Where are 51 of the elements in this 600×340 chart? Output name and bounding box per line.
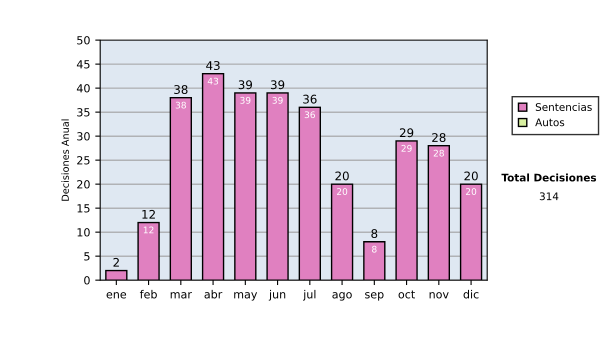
x-tick-label: ene bbox=[106, 292, 126, 298]
y-tick-label: 45 bbox=[76, 60, 90, 69]
total-label: 12 bbox=[142, 210, 155, 219]
data-label: 20 bbox=[336, 188, 348, 195]
total-label: 20 bbox=[335, 171, 349, 180]
total-label: 39 bbox=[270, 80, 284, 90]
y-tick-label: 0 bbox=[84, 276, 90, 285]
data-label: 29 bbox=[401, 144, 412, 152]
x-tick-label: dic bbox=[464, 290, 479, 298]
total-label: 2 bbox=[113, 258, 119, 267]
data-label: 28 bbox=[434, 150, 444, 157]
y-axis-title: Decisiones Anual bbox=[61, 119, 69, 201]
x-tick-label: nov bbox=[430, 292, 449, 298]
x-tick-label: ago bbox=[332, 292, 352, 301]
y-tick-label: 10 bbox=[78, 228, 90, 237]
total-label: 8 bbox=[371, 229, 378, 238]
x-tick-label: abr bbox=[204, 290, 222, 298]
total-label: 39 bbox=[238, 80, 252, 90]
data-label: 20 bbox=[466, 188, 476, 195]
total-label: 36 bbox=[303, 94, 317, 104]
total-label: 29 bbox=[400, 128, 414, 138]
y-tick-label: 40 bbox=[76, 84, 90, 93]
text: Total Decisiones bbox=[501, 173, 596, 182]
data-label: 43 bbox=[208, 78, 218, 85]
data-label: 8 bbox=[372, 246, 377, 253]
data-label: 39 bbox=[272, 96, 283, 104]
data-label: 36 bbox=[304, 111, 315, 118]
y-tick-label: 15 bbox=[78, 204, 90, 213]
total-label: 20 bbox=[464, 171, 478, 180]
x-tick-label: jul bbox=[303, 290, 316, 301]
x-tick-label: mar bbox=[170, 292, 192, 298]
x-tick-label: feb bbox=[140, 290, 157, 298]
x-tick-label: jun bbox=[268, 290, 286, 301]
text: 314 bbox=[540, 192, 558, 200]
x-tick-label: may bbox=[234, 292, 258, 301]
legend-label: Autos bbox=[535, 118, 564, 126]
y-tick-label: 25 bbox=[77, 156, 90, 165]
x-tick-label: sep bbox=[365, 292, 384, 301]
y-tick-label: 5 bbox=[84, 252, 90, 261]
legend-label: Sentencias bbox=[536, 102, 592, 111]
total-label: 43 bbox=[206, 61, 220, 70]
y-tick-label: 50 bbox=[77, 36, 90, 44]
y-tick-label: 35 bbox=[77, 108, 90, 117]
data-label: 39 bbox=[240, 96, 250, 104]
total-label: 38 bbox=[174, 85, 188, 94]
x-tick-label: oct bbox=[398, 290, 415, 298]
data-label: 38 bbox=[176, 102, 186, 109]
data-label: 12 bbox=[144, 226, 154, 234]
y-tick-label: 20 bbox=[77, 180, 90, 189]
y-tick-label: 30 bbox=[77, 132, 90, 141]
total-label: 28 bbox=[432, 133, 446, 142]
